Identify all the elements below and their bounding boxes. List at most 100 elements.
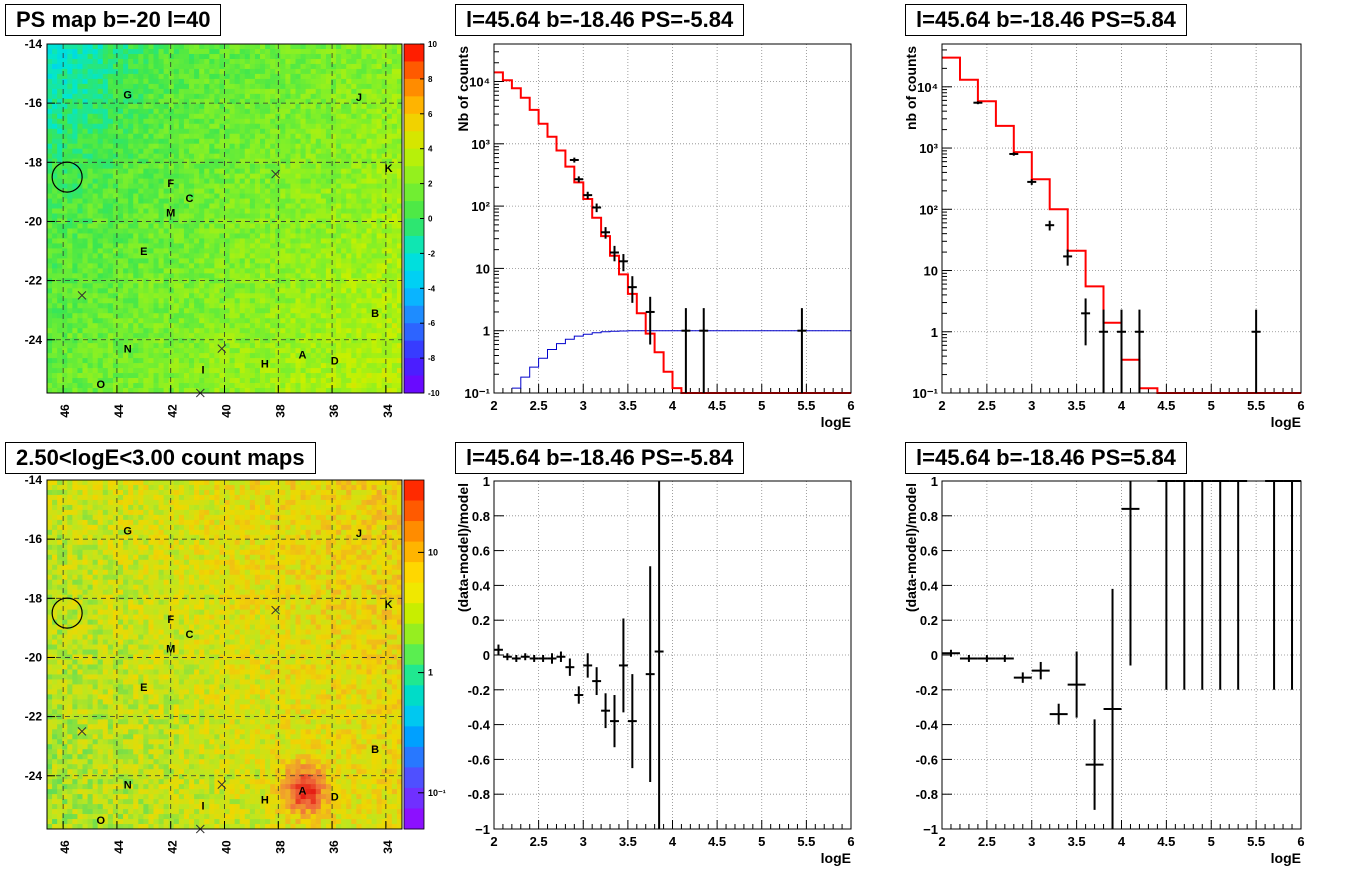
heatmap-cell (102, 343, 109, 349)
heatmap-cell (320, 313, 327, 319)
heatmap-cell (138, 148, 144, 155)
heatmap-cell (234, 208, 241, 214)
heatmap-cell (239, 243, 246, 249)
heatmap-cell (224, 188, 230, 194)
heatmap-cell (346, 248, 352, 254)
heatmap-cell (209, 233, 215, 239)
heatmap-cell (67, 313, 73, 319)
heatmap-cell (239, 238, 246, 244)
heatmap-cell (209, 338, 215, 344)
heatmap-cell (320, 288, 327, 294)
heatmap-cell (128, 48, 134, 55)
heatmap-cell (123, 308, 129, 314)
heatmap-cell (336, 243, 342, 249)
heatmap-cell (265, 303, 271, 309)
heatmap-cell (376, 183, 383, 189)
heatmap-cell (341, 183, 347, 189)
heatmap-cell (239, 303, 246, 309)
heatmap-cell (173, 233, 180, 239)
heatmap-cell (265, 248, 271, 254)
heatmap-cell (325, 123, 332, 130)
heatmap-cell (133, 153, 139, 160)
heatmap-cell (371, 383, 378, 389)
heatmap-cell (102, 248, 109, 254)
heatmap-cell (107, 328, 114, 334)
heatmap-cell (396, 203, 403, 209)
heatmap-cell (356, 213, 362, 219)
heatmap-cell (97, 268, 104, 274)
heatmap-cell (239, 88, 246, 95)
heatmap-cell (396, 208, 403, 214)
heatmap-cell (92, 78, 99, 85)
heatmap-cell (189, 338, 195, 344)
heatmap-cell (396, 283, 403, 289)
heatmap-cell (351, 48, 357, 55)
heatmap-cell (87, 143, 94, 150)
heatmap-cell (153, 283, 159, 289)
heatmap-cell (341, 318, 347, 324)
heatmap-cell (310, 143, 317, 150)
heatmap-cell (351, 273, 357, 279)
heatmap-cell (118, 388, 124, 394)
heatmap-cell (107, 73, 114, 80)
heatmap-cell (123, 143, 129, 150)
heatmap-cell (163, 173, 170, 180)
heatmap-cell (148, 378, 154, 384)
heatmap-cell (219, 263, 225, 269)
heatmap-cell (138, 68, 144, 75)
colorbar-segment (404, 235, 424, 254)
heatmap-cell (265, 233, 271, 239)
heatmap-cell (391, 188, 398, 194)
heatmap-cell (62, 238, 68, 244)
heatmap-cell (57, 348, 63, 354)
heatmap-cell (138, 238, 144, 244)
heatmap-cell (82, 358, 88, 364)
heatmap-cell (305, 58, 312, 65)
heatmap-cell (72, 198, 78, 204)
heatmap-cell (57, 213, 63, 219)
heatmap-cell (128, 353, 134, 359)
heatmap-cell (123, 248, 129, 254)
heatmap-cell (173, 298, 180, 304)
heatmap-cell (224, 208, 230, 214)
heatmap-cell (260, 73, 266, 80)
heatmap-cell (138, 318, 144, 324)
heatmap-cell (183, 138, 190, 145)
heatmap-cell (361, 173, 367, 180)
heatmap-cell (351, 163, 357, 170)
heatmap-cell (239, 388, 246, 394)
heatmap-cell (112, 333, 119, 339)
heatmap-cell (204, 288, 210, 294)
heatmap-cell (178, 63, 185, 70)
heatmap-cell (153, 293, 159, 299)
heatmap-cell (366, 88, 372, 95)
heatmap-cell (138, 153, 144, 160)
colorbar-segment (404, 113, 424, 132)
heatmap-cell (194, 308, 200, 314)
heatmap-cell (280, 268, 286, 274)
heatmap-cell (62, 63, 68, 70)
heatmap-cell (239, 58, 246, 65)
heatmap-cell (97, 178, 104, 184)
heatmap-cell (224, 198, 230, 204)
heatmap-cell (265, 348, 271, 354)
heatmap-cell (381, 243, 388, 249)
heatmap-cell (376, 378, 383, 384)
heatmap-cell (315, 298, 322, 304)
heatmap-cell (249, 93, 256, 100)
heatmap-cell (123, 363, 129, 369)
heatmap-cell (128, 163, 134, 170)
heatmap-cell (356, 178, 362, 184)
heatmap-cell (361, 253, 367, 259)
heatmap-cell (92, 238, 99, 244)
heatmap-cell (209, 283, 215, 289)
heatmap-cell (133, 93, 139, 100)
heatmap-cell (346, 188, 352, 194)
heatmap-cell (168, 238, 175, 244)
heatmap-cell (194, 223, 200, 229)
heatmap-cell (148, 228, 154, 234)
heatmap-cell (371, 113, 378, 120)
heatmap-cell (92, 348, 99, 354)
heatmap-cell (92, 148, 99, 155)
heatmap-cell (229, 363, 236, 369)
